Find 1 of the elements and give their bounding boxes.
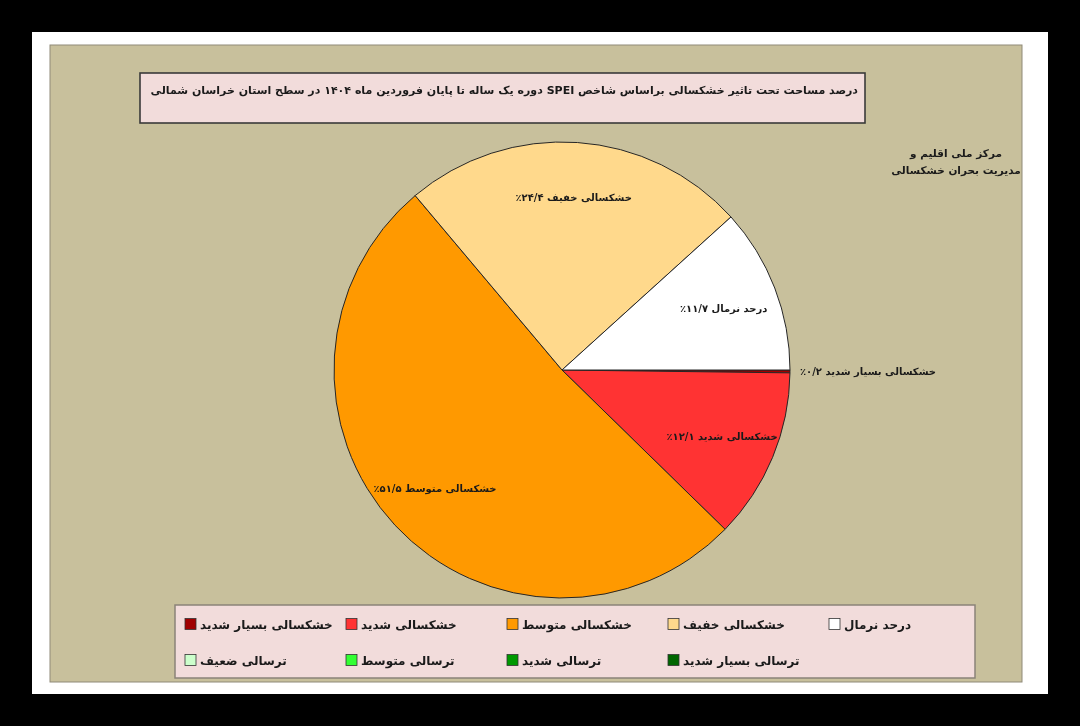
title: درصد مساحت تحت تاثیر خشکسالی براساس شاخص SPEI دوره یک ساله تا پایان فروردین ماه ۱۴۰۴ در سطح استان خراسان شمالی [150, 84, 858, 97]
